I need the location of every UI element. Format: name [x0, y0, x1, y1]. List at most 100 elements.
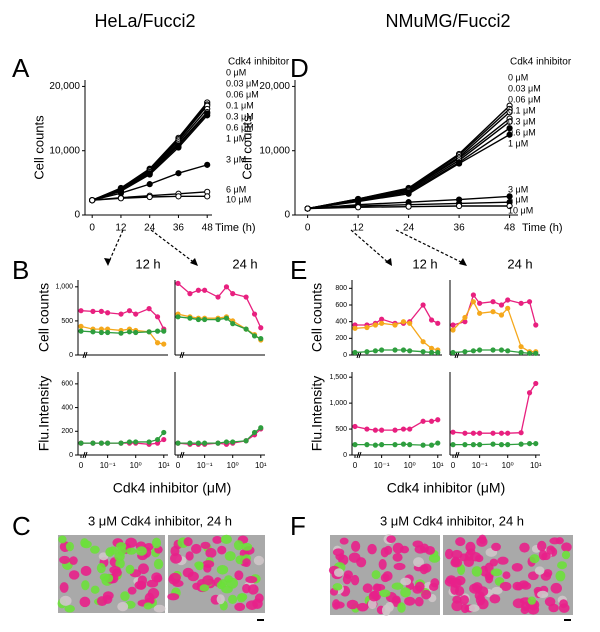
data-point [506, 109, 513, 116]
cell-nucleus [151, 537, 162, 549]
x-axis-label: Time (h) [522, 222, 563, 234]
cell-nucleus [465, 541, 476, 553]
data-point [400, 319, 407, 325]
data-point [518, 349, 524, 356]
data-point [435, 417, 441, 423]
axis-break [179, 451, 185, 459]
cell-nucleus [199, 584, 210, 592]
cell-nucleus [451, 549, 463, 559]
data-point [304, 205, 311, 212]
y-axis-label: Cell counts [239, 115, 254, 180]
cell-nucleus [102, 591, 114, 600]
y-axis-label: Cell counts [31, 115, 46, 180]
image-caption: 3 μM Cdk4 inhibitor, 24 h [88, 513, 232, 528]
data-point [154, 340, 161, 346]
data-point [175, 280, 181, 287]
data-point [407, 442, 413, 448]
y-tick-label: 200 [335, 335, 347, 342]
cell-nucleus [502, 571, 511, 580]
data-point [243, 294, 249, 300]
cell-nucleus [381, 604, 391, 616]
cell-nucleus [519, 542, 530, 553]
legend-label: 0.6 μM [508, 127, 536, 137]
cell-nucleus [236, 593, 247, 603]
data-point [98, 308, 104, 314]
cell-nucleus [489, 558, 498, 567]
x-tick-label: 10¹ [255, 461, 267, 470]
data-point [154, 328, 161, 334]
data-point [505, 305, 511, 311]
x-tick-label: 10⁻¹ [374, 461, 390, 470]
x-tick-label: 12 [115, 223, 127, 234]
data-point [450, 349, 456, 356]
cell-nucleus [414, 545, 426, 554]
cell-nucleus [64, 604, 75, 613]
data-point [105, 329, 111, 336]
y-tick-label: 500 [61, 318, 73, 325]
cell-nucleus [378, 558, 387, 570]
data-point [506, 125, 513, 132]
cell-nucleus [68, 570, 80, 580]
data-point [400, 441, 407, 447]
cell-nucleus [79, 596, 91, 608]
cell-nucleus [120, 591, 130, 602]
data-point [133, 311, 139, 317]
data-point [204, 161, 211, 168]
data-point [355, 204, 362, 211]
cell-nucleus [512, 581, 523, 591]
series-line [453, 442, 536, 446]
cell-nucleus [537, 540, 547, 552]
data-point [146, 171, 153, 178]
data-point [490, 347, 496, 353]
y-tick-label: 0 [74, 210, 80, 221]
y-tick-label: 500 [335, 426, 347, 433]
data-point [187, 315, 193, 321]
data-point [352, 423, 358, 430]
series-line [452, 300, 536, 353]
axis-break [356, 451, 362, 459]
cell-nucleus [332, 583, 343, 591]
legend-label: 0.6 μM [226, 122, 254, 132]
data-point [379, 442, 385, 448]
cell-nucleus [499, 581, 512, 591]
legend-label: 0 μM [226, 67, 246, 77]
y-axis-label: Cell counts [36, 283, 52, 352]
y-tick-label: 600 [61, 381, 73, 388]
cell-nucleus [253, 555, 265, 566]
x-tick-label: 48 [202, 223, 214, 234]
data-point [435, 320, 441, 326]
cell-nucleus [346, 599, 359, 610]
legend-label: 0.06 μM [508, 94, 541, 104]
data-point [215, 294, 221, 300]
data-point [126, 308, 133, 314]
cell-nucleus [451, 600, 463, 612]
cell-nucleus [90, 585, 100, 594]
data-point [518, 300, 524, 306]
cell-nucleus [379, 589, 391, 598]
cell-nucleus [90, 545, 100, 554]
legend-label: 1 μM [508, 138, 528, 148]
data-point [533, 380, 539, 387]
y-tick-label: 200 [61, 428, 73, 435]
cell-nucleus [474, 591, 485, 601]
data-point [428, 418, 435, 424]
chart-title: 24 h [507, 256, 532, 271]
cell-nucleus [537, 590, 549, 598]
cell-nucleus [550, 582, 562, 594]
data-point [146, 439, 152, 445]
x-tick-label: 10⁰ [130, 461, 142, 470]
cell-nucleus [450, 584, 459, 595]
panel-label: F [290, 511, 306, 541]
data-point [204, 193, 211, 200]
cell-nucleus [143, 602, 153, 610]
panel-label: E [290, 255, 307, 285]
data-point [405, 190, 412, 197]
panel-label: A [12, 53, 30, 83]
data-point [364, 349, 370, 355]
legend-label: 0.06 μM [226, 89, 259, 99]
cell-nucleus [454, 575, 466, 586]
panel-label: B [12, 255, 29, 285]
data-point [392, 427, 398, 433]
cell-nucleus [169, 572, 181, 583]
cell-nucleus [59, 595, 72, 606]
